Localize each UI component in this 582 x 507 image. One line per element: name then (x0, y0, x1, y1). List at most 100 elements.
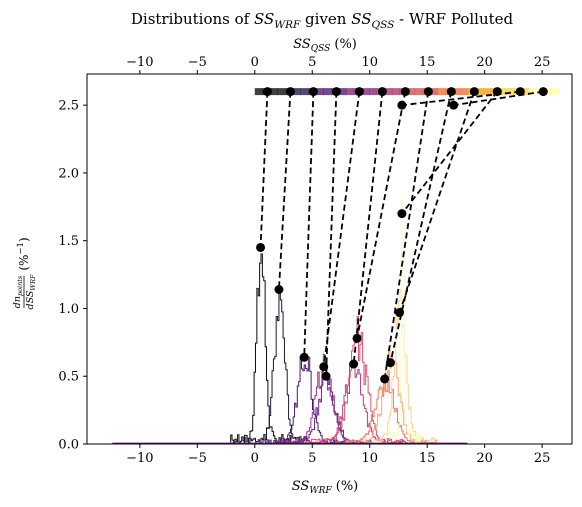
qss-band-segment (369, 88, 378, 96)
qss-marker (262, 87, 272, 97)
qss-marker (285, 87, 295, 97)
qss-marker (354, 87, 364, 97)
x-tick-label: 5 (308, 451, 316, 466)
x-tick-label: 25 (534, 451, 551, 466)
distribution-histogram (243, 287, 314, 444)
qss-band-segment (437, 88, 446, 96)
y-tick-label: 1.5 (58, 234, 79, 249)
top-x-tick-label: 25 (534, 55, 551, 70)
axes: −10 −10 −5 −5 0 0 5 5 10 10 15 15 20 20 25 25 0.0 0.5 1.0 1… (58, 55, 573, 466)
qss-band-segment (544, 88, 553, 96)
connector-line (453, 90, 544, 107)
qss-band-segment (315, 88, 324, 96)
connector-line (356, 91, 407, 339)
distribution-mean-marker (397, 209, 407, 219)
qss-marker (446, 87, 456, 97)
top-x-tick-label: 0 (251, 55, 259, 70)
qss-band-segment (506, 88, 515, 96)
distribution-mean-marker (349, 359, 359, 369)
qss-band-segment (407, 88, 416, 96)
axes-frame (86, 73, 573, 445)
qss-band-segment (483, 88, 492, 96)
plot-content (112, 87, 560, 444)
qss-band-segment (452, 88, 461, 96)
y-tick-label: 2.5 (58, 99, 79, 114)
qss-band-segment (528, 88, 537, 96)
top-x-tick-label: 5 (308, 55, 316, 70)
plot-area (112, 87, 560, 444)
qss-band-segment (292, 88, 301, 96)
distribution-mean-marker (395, 308, 405, 318)
qss-band-segment (300, 88, 309, 96)
connector-line (325, 91, 338, 377)
connector-line (352, 91, 384, 365)
qss-marker (308, 87, 318, 97)
connector-line (322, 91, 361, 367)
qss-band-segment (475, 88, 484, 96)
connector-line (278, 91, 292, 290)
qss-marker (400, 87, 410, 97)
qss-band-segment (254, 88, 263, 96)
x-tick-label: −5 (188, 451, 207, 466)
y-tick-label: 0.5 (58, 370, 79, 385)
distribution-histogram (230, 253, 292, 444)
qss-band-segment (277, 88, 286, 96)
qss-marker (423, 87, 433, 97)
qss-marker (377, 87, 387, 97)
distribution-mean-marker (319, 362, 329, 372)
connector-line (389, 91, 453, 363)
qss-band-segment (551, 88, 560, 96)
qss-band-segment (498, 88, 507, 96)
qss-band-segment (361, 88, 370, 96)
connector-line (398, 91, 476, 313)
connector-line (383, 91, 430, 380)
connector-line (259, 91, 269, 248)
qss-marker (492, 87, 502, 97)
distribution-mean-marker (299, 352, 309, 362)
qss-band-segment (323, 88, 332, 96)
distribution-mean-marker (352, 333, 362, 343)
distribution-histogram (383, 198, 422, 444)
distribution-mean-marker (256, 242, 266, 252)
x-tick-label: −10 (126, 451, 153, 466)
distribution-mean-marker (397, 100, 407, 110)
qss-band-segment (346, 88, 355, 96)
x-tick-label: 15 (419, 451, 436, 466)
y-axis-label: dnpoints dSSWRF (%−1) (12, 237, 37, 309)
qss-marker (331, 87, 341, 97)
top-x-tick-label: −5 (188, 55, 207, 70)
distribution-mean-marker (321, 371, 331, 381)
top-axis-label: SSQSS (%) (293, 37, 357, 54)
y-tick-label: 2.0 (58, 166, 79, 181)
top-x-tick-label: −10 (126, 55, 153, 70)
top-x-tick-label: 10 (361, 55, 378, 70)
distribution-mean-marker (274, 284, 284, 294)
qss-band-segment (384, 88, 393, 96)
distribution-histogram (262, 356, 347, 444)
y-tick-label: 0.0 (58, 438, 79, 453)
distribution-mean-marker (449, 100, 459, 110)
qss-band-segment (270, 88, 279, 96)
x-tick-label: 20 (476, 451, 493, 466)
y-tick-label: 1.0 (58, 302, 79, 317)
qss-marker (538, 87, 548, 97)
x-axis-label: SSWRF (%) (292, 479, 359, 496)
x-tick-label: 0 (251, 451, 259, 466)
qss-band-segment (414, 88, 423, 96)
connector-line (401, 91, 499, 215)
distribution-histogram (308, 315, 408, 444)
qss-band-segment (460, 88, 469, 96)
distribution-mean-marker (385, 358, 395, 368)
connector-line (303, 91, 315, 358)
qss-band-segment (429, 88, 438, 96)
y-label-denominator: dSSWRF (25, 274, 37, 310)
qss-band-segment (521, 88, 530, 96)
qss-band-segment (338, 88, 347, 96)
qss-marker (469, 87, 479, 97)
x-tick-label: 10 (361, 451, 378, 466)
top-x-tick-label: 20 (476, 55, 493, 70)
y-label-unit: (%−1) (16, 237, 31, 270)
qss-band-segment (391, 88, 400, 96)
